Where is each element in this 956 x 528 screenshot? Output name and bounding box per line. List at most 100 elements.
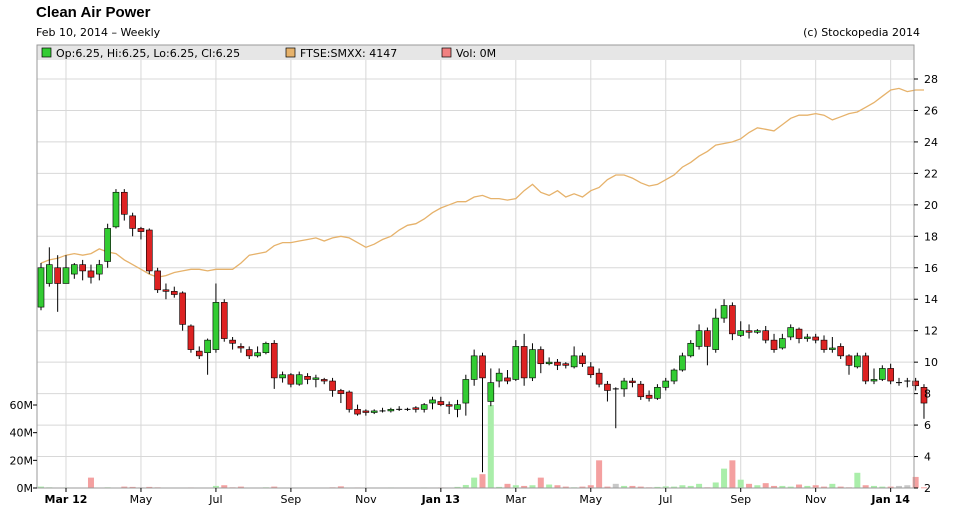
volume-bar <box>687 485 694 488</box>
legend-band <box>37 45 914 60</box>
candle-body <box>795 328 803 339</box>
volume-bar <box>504 483 511 488</box>
volume-bar <box>562 486 569 488</box>
volume-bar <box>596 460 603 488</box>
volume-bar <box>471 477 478 488</box>
volume-bar <box>854 472 861 488</box>
candle-body <box>804 336 811 339</box>
volume-bar <box>487 405 494 488</box>
candle-body <box>595 372 603 385</box>
volume-bar <box>729 460 736 488</box>
legend-background <box>37 45 914 60</box>
candle-body <box>862 355 869 382</box>
candle-body <box>520 346 528 379</box>
candle-body <box>679 355 686 371</box>
ftse-smxx-line <box>40 87 924 278</box>
candle-body <box>529 349 536 379</box>
volume-bar <box>895 485 902 488</box>
legend-label: FTSE:SMXX: 4147 <box>300 47 397 60</box>
price-candles <box>37 189 928 473</box>
candle-body <box>579 355 586 365</box>
volume-bar <box>87 477 94 488</box>
candle-body <box>312 377 320 380</box>
candle-body <box>812 336 819 341</box>
volume-bar <box>671 486 678 488</box>
volume-tick-label: 20M <box>10 454 34 467</box>
candle-body <box>662 380 670 388</box>
time-tick-label: Sep <box>730 493 751 506</box>
candle-body <box>145 229 153 272</box>
price-tick-label: 6 <box>924 419 931 432</box>
candle-body <box>112 191 120 228</box>
volume-bar <box>862 485 869 488</box>
candle-body <box>96 264 103 275</box>
candle-body <box>454 404 461 410</box>
candle-body <box>512 346 520 380</box>
volume-bar <box>771 485 778 488</box>
candle-body <box>254 352 261 357</box>
volume-bar <box>121 486 128 488</box>
volume-bar <box>496 486 503 488</box>
candle-body <box>412 407 420 410</box>
candle-body <box>270 342 278 379</box>
candle-body <box>854 355 861 368</box>
candle-body <box>362 410 370 413</box>
volume-bar <box>271 486 278 488</box>
time-tick-label: Jan 13 <box>421 493 460 506</box>
candle-body <box>320 379 328 382</box>
candle-body <box>879 368 886 380</box>
price-tick-label: 28 <box>924 73 938 86</box>
volume-bar <box>762 483 769 488</box>
volume-bar <box>38 486 44 488</box>
volume-bar <box>454 486 461 488</box>
legend-swatch <box>285 47 296 58</box>
candle-body <box>79 264 86 272</box>
candle-body <box>787 327 795 338</box>
candle-body <box>162 289 170 292</box>
candle-body <box>279 374 286 379</box>
candle-body <box>204 339 211 354</box>
candle-body <box>479 355 486 379</box>
volume-bar <box>146 486 153 488</box>
candle-body <box>604 383 611 391</box>
volume-bar <box>212 485 219 488</box>
candle-body <box>212 302 220 350</box>
time-tick-label: Jan 14 <box>870 493 910 506</box>
candle-body <box>637 383 645 398</box>
volume-bar <box>837 486 844 488</box>
volume-bar <box>621 485 628 488</box>
candle-body <box>46 264 53 284</box>
volume-bar <box>612 483 619 488</box>
candle-body <box>729 305 736 335</box>
price-tick-label: 16 <box>924 262 938 275</box>
candle-body <box>262 342 270 354</box>
candle-body <box>54 267 61 284</box>
volume-bar <box>879 486 886 488</box>
candle-body <box>121 191 128 215</box>
candle-body <box>37 267 45 308</box>
volume-bar <box>804 485 811 488</box>
volume-bar <box>904 485 911 488</box>
candle-body <box>562 363 570 366</box>
plot-frame <box>36 44 915 489</box>
candle-body <box>720 305 728 319</box>
time-tick-label: Nov <box>355 493 377 506</box>
candle-body <box>762 330 770 341</box>
volume-bar <box>579 486 586 488</box>
volume-bar <box>629 485 636 488</box>
candle-body <box>179 292 186 325</box>
volume-bar <box>637 486 644 488</box>
candle-body <box>370 410 378 413</box>
volume-bar <box>554 485 561 488</box>
candle-body <box>229 339 236 344</box>
volume-bar <box>754 485 761 488</box>
candle-body <box>129 215 136 229</box>
candle-body <box>487 382 495 402</box>
candle-body <box>629 380 636 383</box>
chart-credit: (c) Stockopedia 2014 <box>803 26 920 39</box>
time-tick-label: Jul <box>208 493 222 506</box>
volume-bar <box>920 487 927 489</box>
legend-label: Vol: 0M <box>456 47 496 60</box>
